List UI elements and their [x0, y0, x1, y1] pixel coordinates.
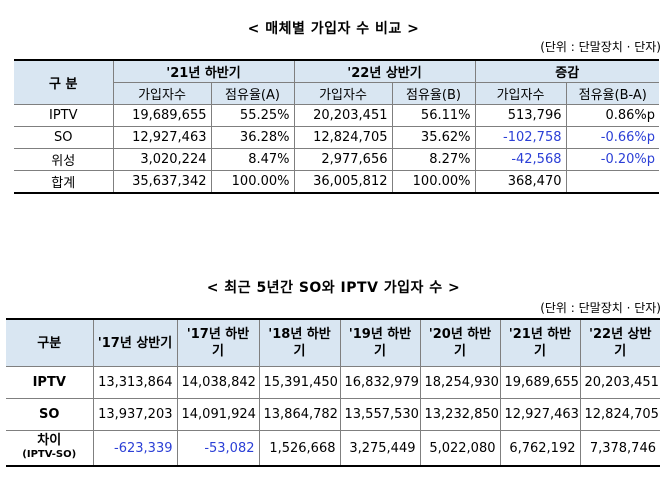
row-label: IPTV: [6, 366, 94, 399]
cell: 35,637,342: [112, 170, 212, 193]
table-row: 위성 3,020,224 8.47% 2,977,656 8.27% -42,5…: [14, 148, 660, 171]
header-period: '21년 하반기: [499, 319, 581, 367]
cell-negative: -53,082: [176, 430, 260, 466]
row-label: SO: [14, 126, 114, 149]
subscriber-comparison-table: 구 분 '21년 하반기 '22년 상반기 증감 가입자수 점유율(A) 가입자…: [14, 59, 660, 194]
row-label: SO: [6, 398, 94, 431]
cell: 13,313,864: [92, 366, 178, 399]
cell: 0.86%p: [565, 104, 660, 127]
row-label: 합계: [14, 170, 114, 193]
cell: 100.00%: [391, 170, 476, 193]
cell: 368,470: [474, 170, 567, 193]
cell: 36,005,812: [293, 170, 393, 193]
cell: 12,824,705: [293, 126, 393, 149]
header-category: 구 분: [14, 60, 114, 105]
table-row: IPTV 19,689,655 55.25% 20,203,451 56.11%…: [14, 104, 660, 127]
cell: [565, 170, 660, 193]
subheader: 점유율(A): [210, 82, 295, 105]
cell: 100.00%: [210, 170, 295, 193]
subheader: 가입자수: [113, 82, 212, 105]
cell: 3,020,224: [112, 148, 212, 171]
cell: 12,824,705: [579, 398, 660, 431]
cell: 513,796: [474, 104, 567, 127]
cell: 13,557,530: [339, 398, 421, 431]
subheader: 점유율(B): [391, 82, 476, 105]
cell-negative: -0.20%p: [565, 148, 660, 171]
table1-unit: (단위 : 단말장치 · 단자): [540, 40, 661, 54]
row-label: 위성: [14, 148, 114, 171]
header-group-22h1: '22년 상반기: [293, 60, 476, 83]
five-year-trend-table: 구분 '17년 상반기 '17년 하반기 '18년 하반기 '19년 하반기 '…: [6, 318, 660, 467]
cell: 19,689,655: [112, 104, 212, 127]
cell: 1,526,668: [258, 430, 341, 466]
cell: 8.47%: [210, 148, 295, 171]
cell: 13,864,782: [258, 398, 341, 431]
row-label-sub: (IPTV-SO): [22, 449, 77, 460]
header-group-change: 증감: [474, 60, 660, 83]
cell: 14,091,924: [176, 398, 260, 431]
header-period: '17년 하반기: [176, 319, 260, 367]
cell: 35.62%: [391, 126, 476, 149]
header-category: 구분: [6, 319, 94, 367]
table2-unit: (단위 : 단말장치 · 단자): [540, 301, 661, 315]
header-period: '22년 상반기: [579, 319, 660, 367]
cell: 18,254,930: [419, 366, 501, 399]
cell: 19,689,655: [499, 366, 581, 399]
cell: 14,038,842: [176, 366, 260, 399]
cell: 2,977,656: [293, 148, 393, 171]
cell: 55.25%: [210, 104, 295, 127]
cell: 12,927,463: [112, 126, 212, 149]
cell: 56.11%: [391, 104, 476, 127]
cell: 7,378,746: [579, 430, 660, 466]
subheader: 점유율(B-A): [565, 82, 660, 105]
cell-negative: -623,339: [92, 430, 178, 466]
cell: 8.27%: [391, 148, 476, 171]
header-group-21h2: '21년 하반기: [112, 60, 295, 83]
table-row: SO 13,937,203 14,091,924 13,864,782 13,5…: [6, 398, 660, 431]
table-row-difference: 차이 (IPTV-SO) -623,339 -53,082 1,526,668 …: [6, 430, 660, 466]
cell: 20,203,451: [293, 104, 393, 127]
cell: 36.28%: [210, 126, 295, 149]
cell: 12,927,463: [499, 398, 581, 431]
row-label: IPTV: [14, 104, 114, 127]
cell: 16,832,979: [339, 366, 421, 399]
cell: 6,762,192: [499, 430, 581, 466]
row-label-main: 차이: [37, 433, 62, 448]
header-period: '17년 상반기: [92, 319, 178, 367]
cell: 13,937,203: [92, 398, 178, 431]
table2-title: < 최근 5년간 SO와 IPTV 가입자 수 >: [206, 280, 461, 296]
subheader: 가입자수: [474, 82, 567, 105]
table-row-total: 합계 35,637,342 100.00% 36,005,812 100.00%…: [14, 170, 660, 193]
cell: 20,203,451: [579, 366, 660, 399]
cell: 15,391,450: [258, 366, 341, 399]
cell-negative: -102,758: [474, 126, 567, 149]
table-row: SO 12,927,463 36.28% 12,824,705 35.62% -…: [14, 126, 660, 149]
row-label: 차이 (IPTV-SO): [6, 430, 94, 466]
header-period: '18년 하반기: [258, 319, 341, 367]
cell: 5,022,080: [419, 430, 501, 466]
cell-negative: -42,568: [474, 148, 567, 171]
table-row: IPTV 13,313,864 14,038,842 15,391,450 16…: [6, 366, 660, 399]
cell-negative: -0.66%p: [565, 126, 660, 149]
table1-title: < 매체별 가입자 수 비교 >: [247, 21, 420, 37]
header-period: '20년 하반기: [419, 319, 501, 367]
cell: 3,275,449: [339, 430, 421, 466]
header-period: '19년 하반기: [339, 319, 421, 367]
cell: 13,232,850: [419, 398, 501, 431]
subheader: 가입자수: [293, 82, 393, 105]
